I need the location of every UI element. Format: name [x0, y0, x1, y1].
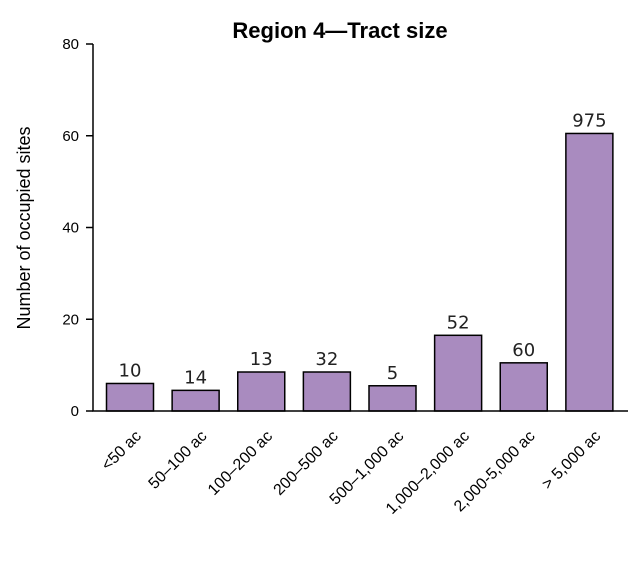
y-tick-label: 0: [71, 403, 79, 420]
y-tick-label: 40: [62, 220, 79, 237]
bar: [565, 132, 614, 412]
data-label: 5: [387, 363, 398, 384]
data-label: 975: [572, 110, 606, 131]
x-tick-label: 100–200 ac: [205, 428, 276, 499]
data-label: 13: [250, 349, 273, 370]
x-tick-label: 200–500 ac: [271, 428, 342, 499]
y-tick-label: 20: [62, 311, 79, 328]
bar: [302, 371, 352, 412]
axes: [92, 44, 628, 412]
y-tick-label: 60: [62, 128, 79, 145]
bar: [237, 371, 286, 412]
x-tick-label: <50 ac: [99, 428, 145, 474]
x-tick-label: > 5,000 ac: [539, 428, 604, 493]
chart-title: Region 4—Tract size: [232, 18, 447, 43]
bar: [105, 382, 155, 412]
y-tick-label: 80: [62, 36, 79, 53]
x-tick-label: 50–100 ac: [146, 428, 211, 493]
bar: [433, 334, 483, 412]
bar: [171, 389, 220, 412]
data-label: 14: [184, 367, 207, 388]
y-axis-label: Number of occupied sites: [14, 126, 34, 329]
data-labels: 10 14 13 32 5 52 60 975: [119, 110, 607, 388]
y-ticks: 0 20 40 60 80: [62, 36, 93, 420]
data-label: 60: [512, 340, 535, 361]
data-label: 32: [315, 349, 338, 370]
bar: [499, 362, 548, 412]
bar: [368, 385, 417, 412]
data-label: 10: [119, 360, 142, 381]
data-label: 52: [447, 312, 470, 333]
bars: [105, 132, 614, 412]
